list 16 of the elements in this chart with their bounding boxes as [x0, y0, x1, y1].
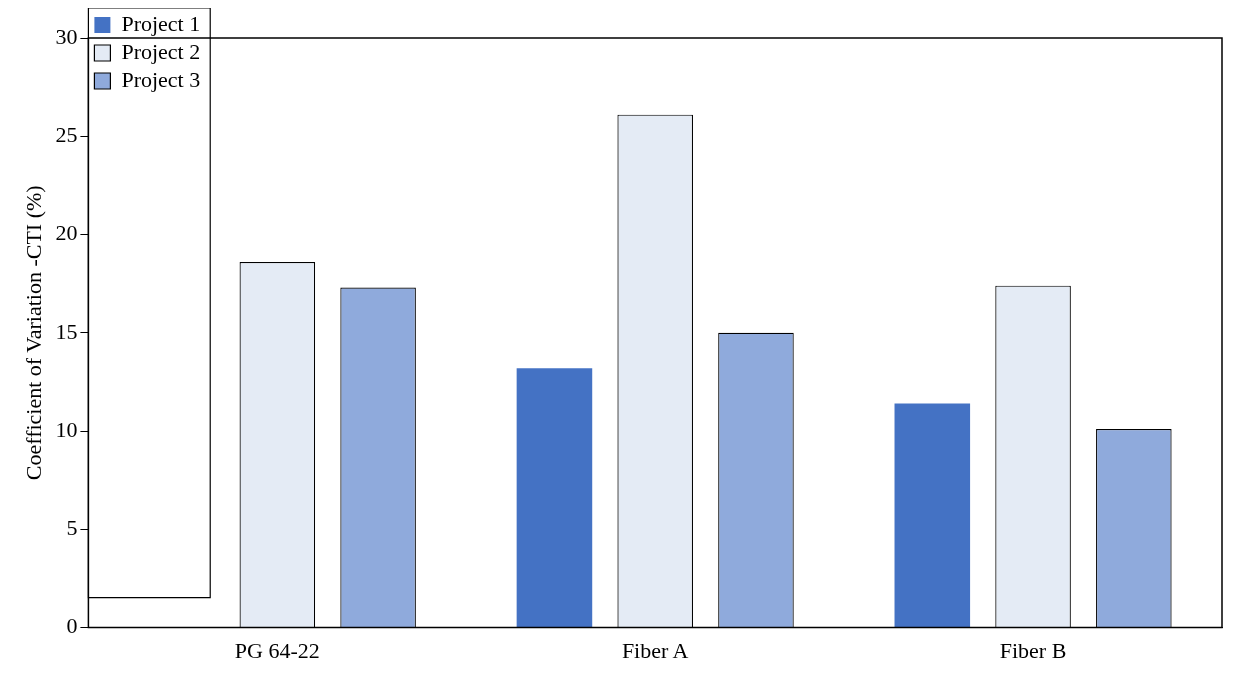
y-tick-label: 0 [66, 613, 78, 639]
legend-label: Project 2 [121, 38, 201, 64]
x-tick-label: Fiber B [999, 637, 1067, 663]
bar [516, 368, 593, 628]
bar [894, 403, 971, 628]
y-tick-label: 15 [55, 318, 78, 344]
legend-label: Project 3 [121, 66, 201, 92]
legend-label: Project 1 [121, 10, 201, 36]
y-axis-title: Coefficient of Variation -CTI (%) [20, 185, 46, 481]
y-tick-label: 25 [55, 122, 78, 148]
x-tick-label: PG 64-22 [234, 637, 320, 663]
x-tick-label: Fiber A [621, 637, 689, 663]
y-tick-label: 10 [55, 416, 78, 442]
y-tick-label: 5 [66, 515, 78, 541]
y-tick-label: 30 [55, 23, 78, 49]
y-tick-label: 20 [55, 220, 78, 246]
